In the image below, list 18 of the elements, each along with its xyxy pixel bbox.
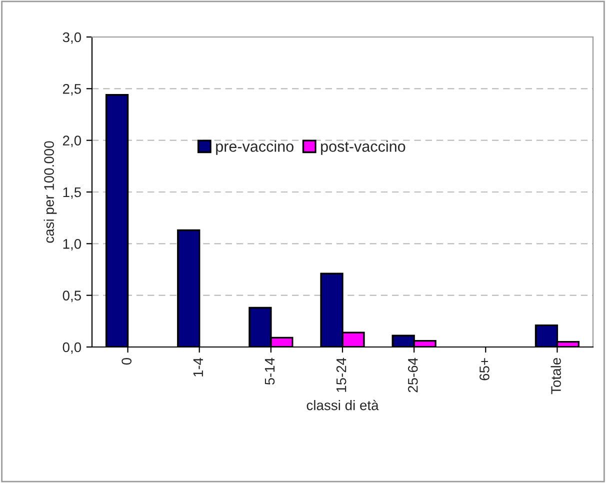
x-axis-title: classi di età [306, 400, 379, 410]
x-tick-label: 25-64 [408, 358, 418, 392]
x-tick-label: 0 [122, 358, 132, 365]
x-tick-label: 1-4 [193, 358, 203, 376]
y-tick-label: 1,0 [63, 239, 82, 250]
y-tick-label: 0,0 [62, 342, 82, 354]
y-axis-title: casi per 100.000 [44, 141, 57, 243]
legend-label: pre-vaccino [216, 140, 294, 155]
y-tick-label: 3,0 [62, 32, 82, 44]
legend-label: post-vaccino [321, 140, 406, 155]
y-tick-label: 1,5 [63, 187, 82, 199]
x-tick-label: 65+ [480, 358, 490, 380]
x-tick-label: 15-24 [336, 358, 346, 392]
y-tick-label: 0,5 [62, 290, 82, 302]
x-tick-label: 5-14 [264, 358, 275, 385]
y-tick-label: 2,5 [62, 84, 82, 96]
y-tick-label: 2,0 [62, 136, 82, 148]
x-tick-label: Totale [550, 358, 561, 394]
